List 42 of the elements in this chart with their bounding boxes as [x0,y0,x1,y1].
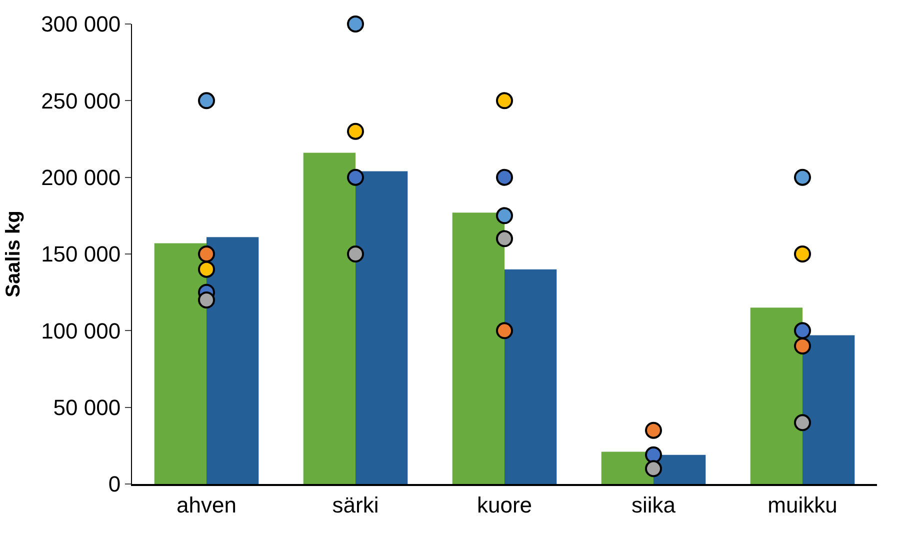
point [794,246,811,262]
point [645,460,662,478]
point [198,92,215,110]
point [496,92,513,110]
point [496,207,513,224]
x-tick-label: muikku [768,492,838,518]
point [645,446,662,464]
x-tick-label: särki [332,492,379,518]
y-tick-label: 250 000 [41,88,121,114]
x-tick-label: kuore [476,492,532,518]
point [496,230,513,248]
y-tick-label: 0 [108,472,121,497]
y-tick-label: 50 000 [53,395,121,420]
bar [206,237,259,484]
point [347,168,364,186]
y-tick-label: 150 000 [41,242,121,267]
y-tick-label: 300 000 [41,12,121,37]
point [794,322,811,340]
point [645,422,662,439]
point [794,338,811,354]
bar [356,171,408,484]
point [496,322,513,340]
bar [154,243,206,484]
y-tick-label: 100 000 [41,318,121,344]
point [794,168,811,186]
point [347,16,364,32]
bar [452,212,504,484]
point [496,168,513,186]
point [794,414,811,432]
point [198,292,215,308]
point [198,246,215,262]
y-tick-label: 200 000 [41,165,121,190]
bar [750,308,802,484]
point [347,122,364,140]
point [347,246,364,262]
bar [802,335,855,484]
y-axis-title: Saalis kg [2,210,25,298]
point [198,260,215,278]
x-tick-label: ahven [176,492,236,518]
bar [303,152,356,484]
bar [504,269,557,484]
x-tick-label: siika [631,492,676,518]
